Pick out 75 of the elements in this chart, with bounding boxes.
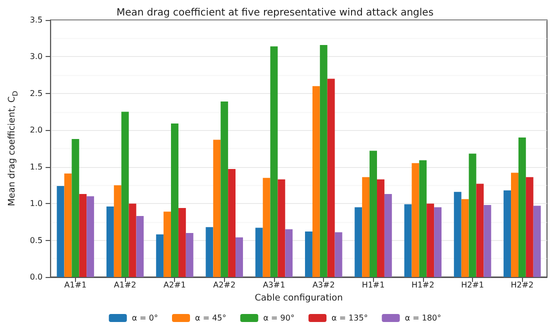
legend-label: α = 45° <box>195 314 226 322</box>
y-tick-label: 0.0 <box>30 272 43 282</box>
bar <box>334 232 342 277</box>
x-tick-label: H1#1 <box>362 280 385 290</box>
x-tick-label: H2#1 <box>461 280 484 290</box>
y-tick-label: 1.5 <box>30 162 43 172</box>
bar <box>434 207 442 277</box>
bar <box>86 196 94 277</box>
bar <box>72 138 80 277</box>
bar <box>220 102 228 277</box>
bar <box>370 150 377 277</box>
bar <box>56 186 64 277</box>
bar <box>305 231 312 277</box>
bar <box>228 169 236 277</box>
x-tick-label: A3#1 <box>262 280 286 290</box>
legend-label: α = 90° <box>263 314 294 322</box>
x-axis-title: Cable configuration <box>254 293 343 304</box>
x-tick-label: A1#2 <box>114 280 136 290</box>
bar <box>186 232 194 277</box>
x-tick-label: H2#2 <box>510 280 534 290</box>
bar <box>236 237 243 277</box>
legend-label: α = 180° <box>404 314 442 322</box>
bar <box>384 194 392 277</box>
bar <box>504 190 512 277</box>
bar <box>213 140 221 277</box>
x-tick-label: A2#1 <box>164 280 186 290</box>
bar <box>106 206 114 277</box>
bar <box>156 234 164 277</box>
y-tick-label: 3.0 <box>30 52 43 62</box>
x-tick-label: A3#2 <box>312 280 335 290</box>
bar <box>354 207 362 277</box>
y-tick-label: 2.0 <box>30 126 43 135</box>
bar <box>476 184 484 277</box>
bar <box>178 208 186 277</box>
bar <box>270 46 278 277</box>
bar <box>404 204 412 277</box>
bar <box>312 86 320 277</box>
bar <box>121 112 129 277</box>
bar <box>262 178 270 277</box>
bar <box>136 216 144 277</box>
bar <box>79 194 87 277</box>
legend-label: α = 0° <box>132 314 158 322</box>
bar <box>468 154 476 277</box>
bar <box>454 192 462 277</box>
bar <box>419 160 427 277</box>
bar <box>320 44 328 277</box>
bar <box>511 172 518 277</box>
x-tick-label: A2#2 <box>213 280 236 290</box>
bar <box>64 173 72 277</box>
bar <box>285 229 293 277</box>
bar <box>128 204 136 277</box>
bar <box>426 204 434 277</box>
bar <box>533 206 541 277</box>
bar <box>526 177 534 277</box>
y-tick-label: 1.0 <box>30 199 43 208</box>
y-tick-label: 0.5 <box>30 236 43 245</box>
bar <box>164 212 171 277</box>
bar <box>327 78 335 277</box>
bar <box>518 137 526 277</box>
bar <box>170 124 178 277</box>
y-tick-label: 2.5 <box>30 88 43 98</box>
bar <box>461 199 469 277</box>
bar <box>206 227 214 277</box>
bar <box>255 228 263 277</box>
chart-title: Mean drag coefficient at five representative wind attack angles <box>116 8 434 18</box>
bar <box>362 177 370 277</box>
x-tick-label: H1#2 <box>411 280 434 290</box>
y-tick-label: 3.5 <box>30 16 43 24</box>
bar <box>114 185 122 277</box>
bar <box>278 179 286 277</box>
bar <box>484 205 492 277</box>
legend-label: α = 135° <box>331 314 368 322</box>
bar <box>376 179 384 277</box>
x-tick-label: A1#1 <box>64 280 87 290</box>
bar <box>412 163 420 277</box>
